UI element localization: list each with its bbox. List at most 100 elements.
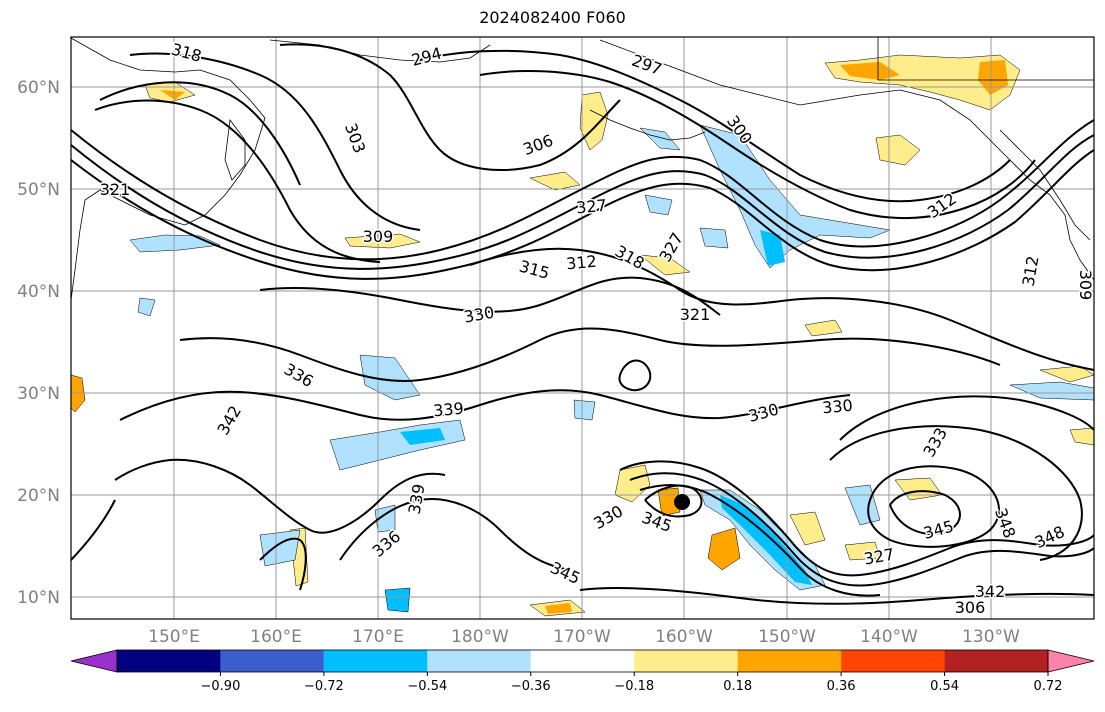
contour <box>114 458 446 534</box>
contour-label: 309 <box>363 227 394 246</box>
shade-negative-gulf <box>699 124 891 269</box>
shade-negative-tc-trail-core <box>720 495 812 585</box>
coastline-kamchatka <box>224 118 246 181</box>
shade-negative-small-2 <box>137 297 156 317</box>
colorbar-segment <box>944 650 1048 672</box>
colorbar-tick-label: −0.72 <box>304 679 344 694</box>
shade-orange-south <box>545 603 572 614</box>
contour <box>829 425 1083 561</box>
lat-label: 10°N <box>17 588 60 608</box>
lat-label: 60°N <box>17 78 60 98</box>
contour-label: 327 <box>575 196 607 218</box>
colorbar-segment <box>117 650 221 672</box>
shade-positive-east-low <box>789 511 826 546</box>
shade-negative-subtropic <box>359 354 421 401</box>
contour <box>579 587 1095 605</box>
contour <box>179 327 1001 382</box>
contour-label: 306 <box>955 598 986 617</box>
contour <box>70 119 1095 261</box>
contour <box>889 490 961 535</box>
lon-label: 150°E <box>148 627 200 647</box>
shade-negative-kuril <box>129 234 221 253</box>
colorbar-segment <box>427 650 531 672</box>
lon-label: 170°W <box>553 627 611 647</box>
shade-orange-alaska <box>840 62 900 80</box>
contour <box>339 498 571 571</box>
coastline-alaska <box>599 39 1095 281</box>
contour <box>119 389 851 421</box>
lat-label: 30°N <box>17 384 60 404</box>
lat-label: 40°N <box>17 282 60 302</box>
shade-negative-aleutian <box>639 127 681 151</box>
colorbar-segment <box>220 650 324 672</box>
colorbar-tick-label: 0.54 <box>930 679 959 694</box>
colorbar-tick-label: −0.18 <box>614 679 654 694</box>
lon-label: 130°W <box>962 627 1020 647</box>
shade-negative-small-1 <box>573 399 596 421</box>
shade-positive-tc <box>614 464 651 503</box>
colorbar-extend-min <box>70 649 118 673</box>
shade-positive-midlat <box>529 171 581 191</box>
colorbar-extend-max <box>1047 649 1095 673</box>
colorbar-tick-label: 0.72 <box>1034 679 1063 694</box>
contour-label: 312 <box>565 252 597 274</box>
contour <box>99 81 301 186</box>
contour <box>644 484 703 518</box>
lon-label: 160°W <box>655 627 713 647</box>
contour <box>419 49 1011 203</box>
contour-label: 330 <box>821 396 853 418</box>
shade-negative-gulf-core <box>760 230 785 266</box>
lon-label: 150°W <box>758 627 816 647</box>
longitude-axis: 150°E 160°E 170°E 180°W 170°W 160°W 150°… <box>148 627 1020 647</box>
contour <box>867 465 1000 548</box>
contour-label: 309 <box>1076 270 1095 301</box>
cyclone-center-marker <box>674 494 690 510</box>
contour <box>469 247 1095 371</box>
shade-orange-alaska-2 <box>978 60 1008 95</box>
colorbar-tick-label: −0.54 <box>407 679 447 694</box>
contour-lines <box>70 43 1095 605</box>
contour-label: 342 <box>975 582 1006 601</box>
coastline-bc <box>999 129 1091 241</box>
coastline-aleutians <box>589 109 706 141</box>
colorbar-tick-label: −0.36 <box>511 679 551 694</box>
shade-positive-east-jet <box>639 254 691 276</box>
shade-negative-mid <box>644 194 673 216</box>
colorbar <box>70 649 1095 676</box>
contour <box>70 499 116 561</box>
contour <box>619 460 1095 577</box>
lat-label: 20°N <box>17 486 60 506</box>
colorbar-segment <box>634 650 738 672</box>
contour-label: 321 <box>680 305 711 324</box>
shade-positive-jet <box>344 233 421 249</box>
contour <box>129 52 421 231</box>
contour <box>70 134 1095 270</box>
colorbar-tick-label: −0.90 <box>201 679 241 694</box>
shade-positive-center <box>804 319 843 337</box>
lat-label: 50°N <box>17 180 60 200</box>
colorbar-frame <box>116 649 1049 673</box>
contour <box>618 359 652 392</box>
contour <box>70 149 1095 280</box>
colorbar-tick-label: 0.36 <box>827 679 856 694</box>
contour <box>94 99 381 263</box>
coastline-canada-border <box>877 37 1094 81</box>
lon-label: 140°W <box>860 627 918 647</box>
coastlines <box>70 37 1095 301</box>
shade-positive-gulf <box>875 134 921 166</box>
contour <box>279 43 621 171</box>
shade-orange-tc-south <box>707 527 741 571</box>
colorbar-segment <box>530 650 635 672</box>
map-frame <box>70 36 1095 620</box>
coastline-asia <box>70 37 266 301</box>
lon-label: 170°E <box>352 627 404 647</box>
colorbar-segment <box>841 650 945 672</box>
latitude-axis: 60°N 50°N 40°N 30°N 20°N 10°N <box>17 78 60 608</box>
contour <box>259 276 721 316</box>
contour-label: 339 <box>432 399 464 421</box>
shade-positive-east-low-3 <box>844 541 881 561</box>
lon-label: 180°W <box>451 627 509 647</box>
lon-label: 160°E <box>250 627 302 647</box>
contour <box>629 472 1095 587</box>
